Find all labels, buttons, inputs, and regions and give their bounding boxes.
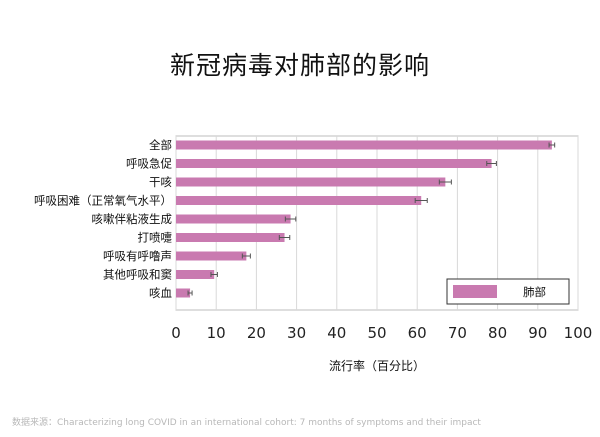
legend-swatch — [453, 285, 497, 298]
x-tick-label: 50 — [367, 324, 386, 342]
category-label: 干咳 — [149, 175, 172, 189]
source-note: 数据来源：Characterizing long COVID in an int… — [12, 418, 481, 428]
bar — [176, 159, 492, 168]
x-tick-label: 0 — [171, 324, 181, 342]
bar — [176, 177, 446, 187]
bar — [176, 196, 422, 205]
category-label: 呼吸有呼噜声 — [103, 249, 172, 263]
category-label: 其他呼吸和窦 — [103, 268, 172, 282]
bar — [176, 270, 215, 279]
category-label: 呼吸急促 — [126, 157, 172, 171]
x-tick-label: 80 — [488, 324, 507, 342]
category-label: 咳嗽伴粘液生成 — [92, 212, 173, 226]
chart-title: 新冠病毒对肺部的影响 — [169, 51, 430, 80]
legend-label: 肺部 — [523, 285, 546, 299]
x-tick-label: 70 — [448, 324, 467, 342]
bar — [176, 251, 247, 261]
x-tick-label: 10 — [207, 324, 226, 342]
bar — [176, 140, 552, 150]
category-label: 呼吸困难（正常氧气水平） — [34, 194, 172, 208]
x-tick-label: 30 — [287, 324, 306, 342]
x-tick-label: 90 — [528, 324, 547, 342]
x-tick-label: 20 — [247, 324, 266, 342]
bar — [176, 214, 291, 224]
category-label: 全部 — [149, 138, 172, 152]
x-tick-label: 60 — [408, 324, 427, 342]
bar — [176, 233, 285, 242]
x-axis-label: 流行率（百分比） — [329, 358, 425, 373]
category-label: 打喷嚏 — [138, 231, 173, 245]
x-tick-label: 40 — [327, 324, 346, 342]
x-tick-label: 100 — [564, 324, 593, 342]
bar — [176, 288, 191, 298]
category-label: 咳血 — [149, 286, 172, 300]
